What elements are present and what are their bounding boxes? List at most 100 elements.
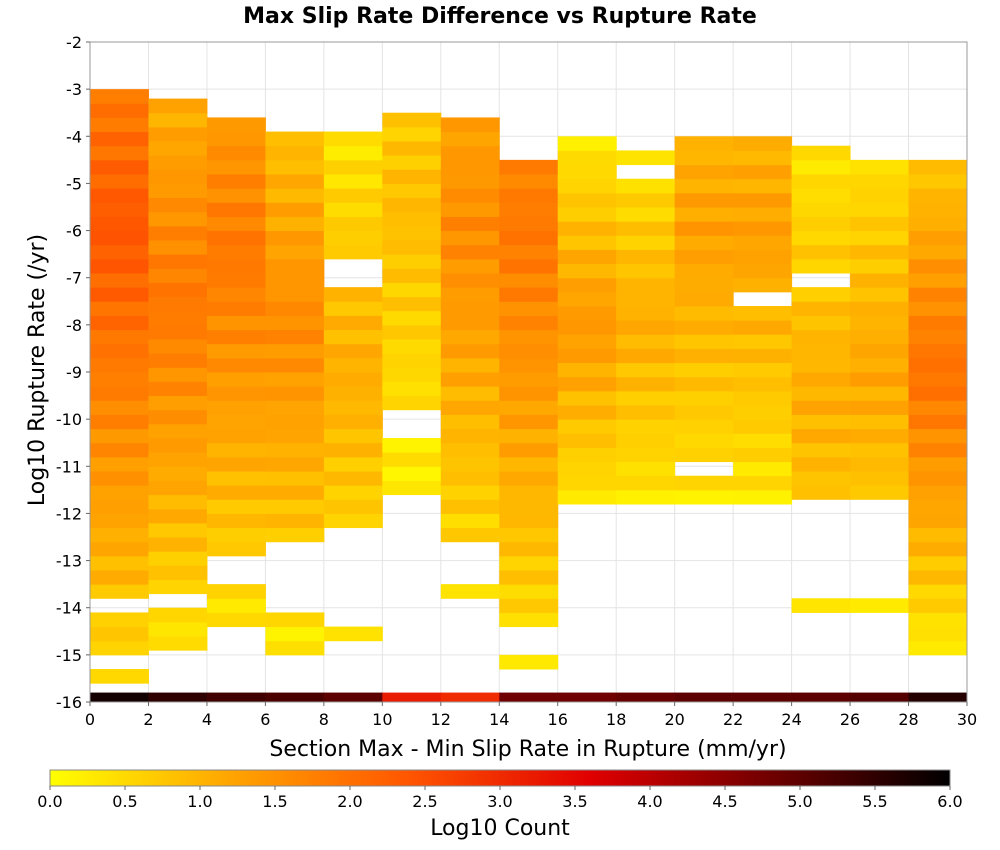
heatmap-cell-strip (616, 692, 676, 702)
heatmap-cell (499, 541, 559, 557)
heatmap-cell (850, 442, 910, 458)
heatmap-cell (440, 400, 500, 415)
heatmap-cell (499, 485, 559, 500)
heatmap-cell (616, 221, 676, 236)
heatmap-cell (557, 136, 617, 151)
heatmap-cell (674, 405, 734, 420)
heatmap-cell (557, 306, 617, 321)
x-tick-label: 26 (840, 710, 860, 729)
heatmap-cell (674, 362, 734, 378)
heatmap-cell (908, 301, 968, 316)
heatmap-cell (908, 456, 968, 472)
heatmap-cell (850, 386, 910, 401)
heatmap-cell (850, 471, 910, 486)
heatmap-cell (557, 291, 617, 307)
heatmap-cell (791, 400, 851, 415)
heatmap-cell (382, 169, 442, 184)
heatmap-cell (323, 287, 383, 302)
heatmap-cell (440, 329, 500, 345)
y-tick-label: -11 (56, 457, 82, 476)
x-tick-label: 2 (143, 710, 153, 729)
heatmap-cell (148, 254, 208, 269)
heatmap-cell (908, 442, 968, 458)
x-tick-label: 24 (781, 710, 801, 729)
heatmap-cell (850, 400, 910, 415)
x-tick-label: 18 (606, 710, 626, 729)
heatmap-cell (265, 357, 325, 373)
heatmap-cell (557, 405, 617, 420)
heatmap-cell (90, 513, 149, 529)
heatmap-cell (206, 485, 266, 500)
heatmap-cell (148, 381, 208, 397)
heatmap-cell (850, 258, 910, 274)
heatmap-cell (265, 527, 325, 543)
heatmap-cell (908, 485, 968, 500)
heatmap-cell (148, 409, 208, 425)
heatmap-cell (382, 466, 442, 481)
heatmap-cell (616, 489, 676, 505)
heatmap-cell (499, 456, 559, 472)
heatmap-cell (850, 329, 910, 345)
y-tick-label: -8 (66, 316, 82, 335)
heatmap-cell (850, 598, 910, 613)
colorbar (49, 769, 951, 787)
heatmap-cell (733, 489, 793, 505)
heatmap-cell (206, 343, 266, 359)
heatmap-cell (206, 315, 266, 331)
heatmap-cell (148, 324, 208, 340)
heatmap-cell (148, 282, 208, 298)
heatmap-cell (499, 244, 559, 260)
heatmap-cell (908, 329, 968, 345)
heatmap-cell (382, 211, 442, 227)
heatmap-cell (791, 329, 851, 345)
heatmap-cell (908, 174, 968, 189)
heatmap-cell (323, 414, 383, 430)
heatmap-cell (206, 372, 266, 387)
heatmap-cell (206, 230, 266, 246)
heatmap-cell (557, 461, 617, 477)
heatmap-cell (265, 400, 325, 415)
heatmap-cell (148, 636, 208, 651)
heatmap-cell (557, 263, 617, 279)
heatmap-cell (908, 273, 968, 288)
heatmap-cell (206, 527, 266, 543)
heatmap-cell (499, 654, 559, 670)
heatmap-cell (382, 353, 442, 368)
heatmap-cell (90, 669, 149, 684)
heatmap-cell (850, 414, 910, 430)
heatmap-cell (499, 513, 559, 529)
heatmap-cell (206, 244, 266, 260)
x-tick-label: 12 (431, 710, 451, 729)
heatmap-cell (908, 584, 968, 599)
heatmap-cell (616, 390, 676, 406)
colorbar-tick-label: 4.5 (712, 792, 737, 811)
heatmap-cell (791, 456, 851, 472)
colorbar-tick-label: 2.5 (412, 792, 437, 811)
heatmap-cell (557, 489, 617, 505)
heatmap-cell-strip (499, 692, 559, 702)
heatmap-cell (206, 442, 266, 458)
heatmap-cell (90, 485, 149, 500)
heatmap-cell (90, 612, 149, 628)
heatmap-cell (323, 626, 383, 642)
heatmap-cell-strip (850, 692, 910, 702)
heatmap-cell (674, 235, 734, 250)
heatmap-cell (908, 414, 968, 430)
heatmap-cell (674, 207, 734, 222)
heatmap-cell (674, 390, 734, 406)
y-axis-label: Log10 Rupture Rate (/yr) (25, 234, 50, 506)
heatmap-cell (674, 306, 734, 321)
heatmap-cell (265, 343, 325, 359)
heatmap-cell (382, 155, 442, 170)
heatmap-cell (90, 159, 149, 175)
heatmap-cell (557, 277, 617, 293)
heatmap-cell (908, 258, 968, 274)
heatmap-cell (148, 225, 208, 241)
heatmap-cell (440, 527, 500, 543)
heatmap-cell (382, 395, 442, 411)
heatmap-cell (206, 131, 266, 147)
heatmap-cell (90, 584, 149, 599)
heatmap-cell (733, 447, 793, 463)
heatmap-cell (499, 555, 559, 571)
heatmap-cell (499, 188, 559, 203)
